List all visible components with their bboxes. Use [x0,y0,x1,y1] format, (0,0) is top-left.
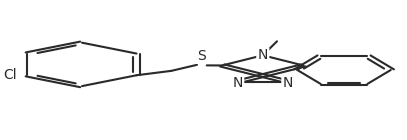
Text: Cl: Cl [4,68,18,82]
Text: N: N [232,76,243,90]
Text: S: S [197,49,206,63]
Text: N: N [283,76,293,90]
Text: N: N [258,48,268,62]
